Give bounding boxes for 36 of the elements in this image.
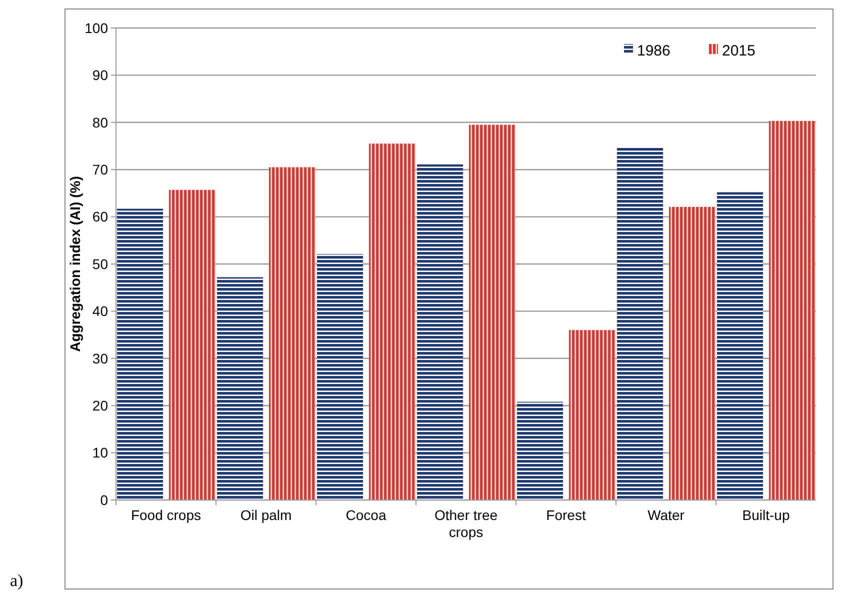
y-tick-label: 60 xyxy=(92,208,108,225)
bar xyxy=(117,208,163,500)
legend-label: 1986 xyxy=(637,42,670,60)
x-tick-label: Cocoa xyxy=(346,507,386,523)
y-tick-label: 80 xyxy=(92,114,108,130)
bar xyxy=(317,254,363,500)
bar xyxy=(617,146,663,500)
y-tick-label: 40 xyxy=(92,303,108,320)
bar xyxy=(269,167,315,500)
x-tick-label: Forest xyxy=(546,507,586,523)
y-tick-label: 10 xyxy=(92,444,108,461)
y-tick-label: 20 xyxy=(92,398,108,414)
bar xyxy=(569,330,615,500)
x-tick-label: Food crops xyxy=(130,507,202,523)
y-tick-label: 90 xyxy=(92,67,108,84)
x-tick-label: Oil palm xyxy=(240,507,292,523)
bar xyxy=(717,192,763,500)
bar xyxy=(369,144,415,500)
text: a) xyxy=(10,571,24,590)
bar xyxy=(517,402,563,500)
bar xyxy=(417,164,463,500)
y-tick-label: 70 xyxy=(92,162,108,178)
x-tick-label: Other tree crops xyxy=(434,507,498,540)
y-tick-label: 30 xyxy=(92,350,108,366)
bar xyxy=(469,124,515,500)
bar xyxy=(669,206,715,500)
x-tick-label: Built-up xyxy=(742,507,790,523)
bar xyxy=(769,120,815,500)
x-tick-label: Water xyxy=(648,507,685,523)
legend-label: 2015 xyxy=(722,42,756,60)
y-tick-label: 100 xyxy=(84,20,108,36)
bar xyxy=(169,190,215,500)
bar xyxy=(217,277,263,500)
y-tick-label: 0 xyxy=(100,492,108,508)
y-tick-label: 50 xyxy=(92,256,108,272)
y-axis-title: Aggregation index (AI) (%) xyxy=(67,176,83,352)
